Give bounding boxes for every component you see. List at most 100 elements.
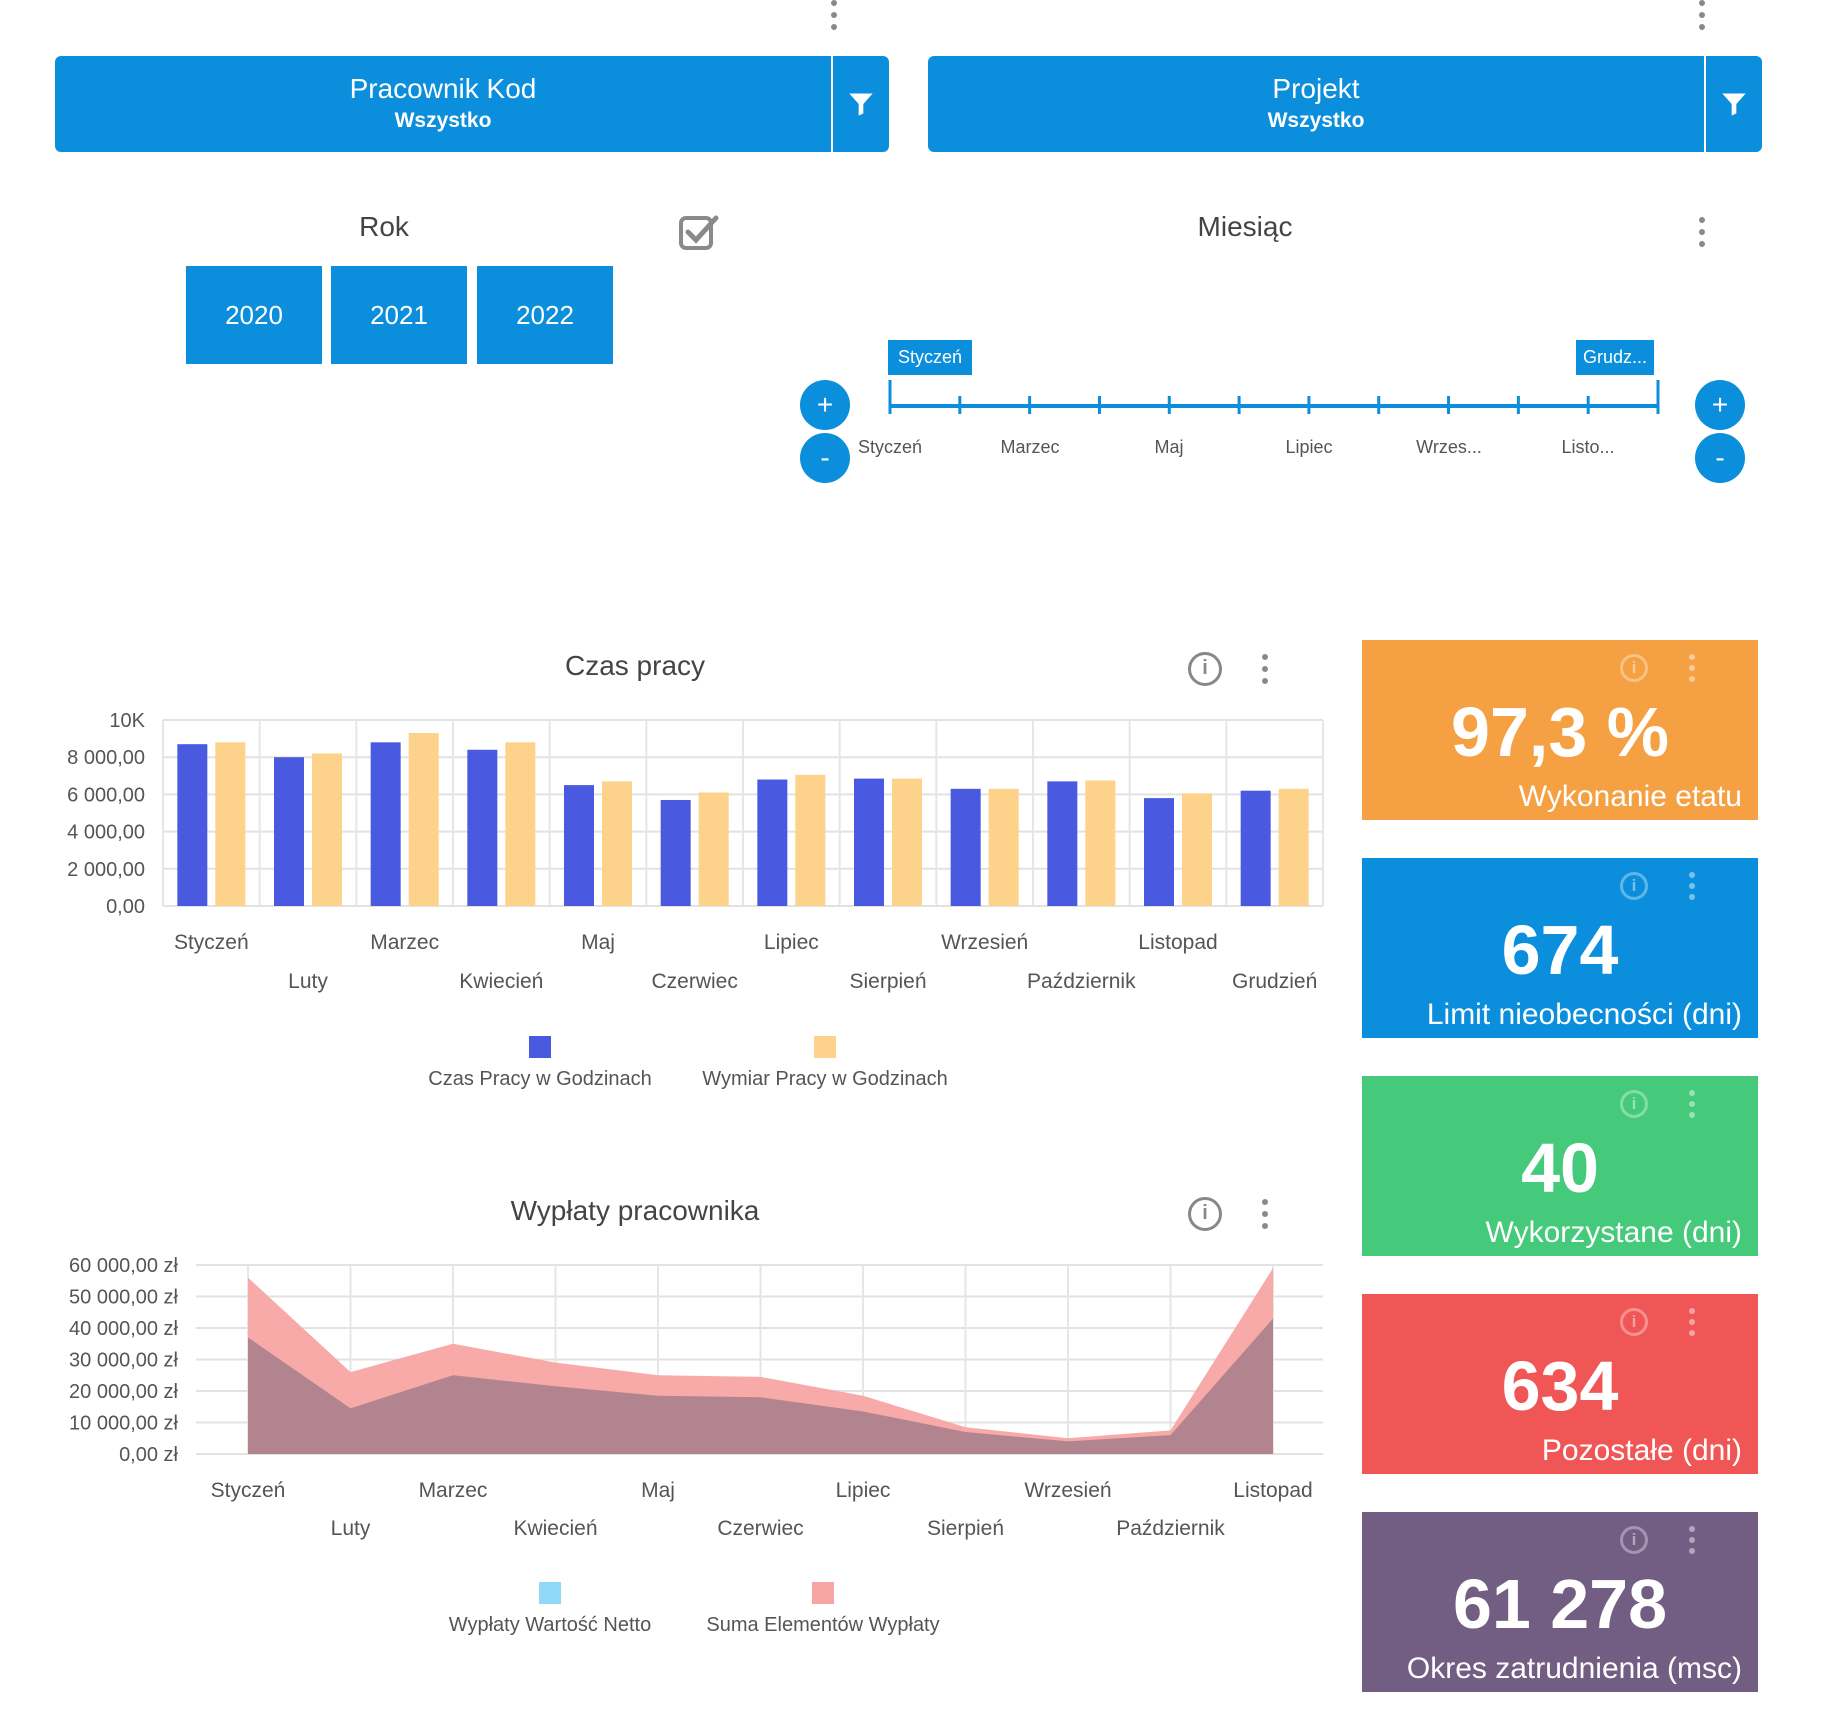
- legend-label: Wymiar Pracy w Godzinach: [702, 1068, 948, 1090]
- bar-work-hours[interactable]: [854, 778, 884, 906]
- kpi-value: 97,3 %: [1451, 693, 1669, 771]
- pay-legend-item-1[interactable]: Wypłaty Wartość Netto: [430, 1582, 670, 1637]
- work-chart-info-icon[interactable]: [1188, 652, 1222, 686]
- timeline-zoom-out-left-button[interactable]: -: [800, 433, 850, 483]
- employee-filter-main[interactable]: Pracownik Kod Wszystko: [55, 56, 833, 152]
- legend-swatch: [812, 1582, 834, 1604]
- bar-work-norm[interactable]: [505, 742, 536, 906]
- x-tick-label: Maj: [581, 931, 615, 954]
- month-section-title: Miesiąc: [1197, 211, 1293, 242]
- timeline-label: Listo...: [1561, 437, 1615, 457]
- timeline-end-handle[interactable]: Grudz...: [1576, 340, 1654, 375]
- kpi-value: 40: [1521, 1129, 1599, 1207]
- legend-label: Czas Pracy w Godzinach: [428, 1068, 652, 1090]
- y-tick-label: 20 000,00 zł: [69, 1381, 179, 1403]
- info-icon[interactable]: [1620, 654, 1648, 682]
- y-tick-label: 10K: [109, 710, 145, 732]
- kpi-value: 61 278: [1452, 1565, 1668, 1643]
- x-tick-label: Październik: [1027, 970, 1136, 993]
- bar-work-hours[interactable]: [564, 785, 594, 906]
- bar-work-hours[interactable]: [467, 749, 498, 906]
- project-filter[interactable]: Projekt Wszystko: [928, 56, 1762, 152]
- bar-work-norm[interactable]: [1278, 788, 1309, 906]
- y-tick-label: 8 000,00: [67, 747, 145, 769]
- work-chart-menu-icon[interactable]: [1253, 654, 1277, 684]
- employee-filter[interactable]: Pracownik Kod Wszystko: [55, 56, 889, 152]
- kpi-label: Okres zatrudnienia (msc): [1406, 1652, 1742, 1685]
- filter-employee-menu-icon[interactable]: [822, 0, 846, 30]
- bar-work-hours[interactable]: [950, 788, 981, 906]
- project-filter-button[interactable]: [1706, 56, 1762, 152]
- x-tick-label: Grudzień: [1232, 970, 1317, 993]
- bar-work-hours[interactable]: [177, 744, 208, 906]
- y-tick-label: 0,00 zł: [119, 1444, 178, 1466]
- bar-work-norm[interactable]: [698, 792, 729, 906]
- timeline-label: Wrzes...: [1416, 437, 1482, 457]
- bar-work-hours[interactable]: [1144, 798, 1174, 906]
- year-button-2020[interactable]: 2020: [186, 266, 322, 364]
- bar-work-norm[interactable]: [988, 788, 1019, 906]
- pay-legend-item-2[interactable]: Suma Elementów Wypłaty: [690, 1582, 956, 1637]
- timeline-label: Marzec: [1000, 437, 1060, 457]
- work-chart-title: Czas pracy: [564, 650, 706, 681]
- work-legend-item-1[interactable]: Czas Pracy w Godzinach: [425, 1036, 655, 1091]
- work-chart: 0,00 2 000,00 4 000,00 6 000,00 8 000,00 10K S…: [67, 710, 1324, 993]
- kpi-label: Wykonanie etatu: [1518, 780, 1742, 813]
- pay-chart-title: Wypłaty pracownika: [510, 1195, 760, 1226]
- kpi-menu-icon[interactable]: [1680, 1308, 1704, 1336]
- bar-work-norm[interactable]: [312, 753, 342, 906]
- kpi-card-used-days: 40 Wykorzystane (dni): [1362, 1076, 1758, 1256]
- x-tick-label: Marzec: [370, 931, 439, 954]
- bar-work-hours[interactable]: [1047, 781, 1078, 906]
- legend-swatch: [539, 1582, 561, 1604]
- y-tick-label: 2 000,00: [67, 859, 145, 881]
- pay-chart-menu-icon[interactable]: [1253, 1199, 1277, 1229]
- bar-work-norm[interactable]: [892, 778, 922, 906]
- employee-filter-button[interactable]: [833, 56, 889, 152]
- info-icon[interactable]: [1620, 1090, 1648, 1118]
- filter-project-menu-icon[interactable]: [1690, 0, 1714, 30]
- bar-work-hours[interactable]: [757, 779, 788, 906]
- info-icon[interactable]: [1620, 1526, 1648, 1554]
- x-tick-label: Kwiecień: [459, 970, 543, 993]
- bar-work-hours[interactable]: [1240, 790, 1271, 906]
- timeline-start-handle[interactable]: Styczeń: [888, 340, 972, 375]
- info-icon[interactable]: [1620, 1308, 1648, 1336]
- timeline-zoom-in-left-button[interactable]: +: [800, 380, 850, 430]
- bar-work-norm[interactable]: [408, 733, 439, 906]
- x-tick-label: Styczeń: [174, 931, 249, 954]
- year-button-2021[interactable]: 2021: [331, 266, 467, 364]
- info-icon[interactable]: [1620, 872, 1648, 900]
- month-menu-icon[interactable]: [1690, 217, 1714, 247]
- legend-label: Wypłaty Wartość Netto: [448, 1614, 652, 1636]
- project-filter-main[interactable]: Projekt Wszystko: [928, 56, 1706, 152]
- bar-work-norm[interactable]: [602, 781, 632, 906]
- pay-chart-info-icon[interactable]: [1188, 1197, 1222, 1231]
- kpi-menu-icon[interactable]: [1680, 872, 1704, 900]
- kpi-label: Wykorzystane (dni): [1485, 1216, 1742, 1249]
- bar-work-norm[interactable]: [795, 774, 826, 906]
- area-net-pay[interactable]: [248, 1318, 1273, 1454]
- x-tick-label: Maj: [641, 1479, 675, 1502]
- month-timeline[interactable]: [880, 370, 1670, 420]
- bar-work-norm[interactable]: [215, 742, 246, 906]
- kpi-card-job-completion: 97,3 % Wykonanie etatu: [1362, 640, 1758, 820]
- kpi-menu-icon[interactable]: [1680, 1526, 1704, 1554]
- legend-label: Suma Elementów Wypłaty: [706, 1614, 940, 1636]
- bar-work-norm[interactable]: [1085, 780, 1116, 906]
- kpi-card-remaining-days: 634 Pozostałe (dni): [1362, 1294, 1758, 1474]
- project-filter-value: Wszystko: [1267, 109, 1365, 132]
- bar-work-hours[interactable]: [274, 757, 304, 906]
- x-tick-label: Styczeń: [211, 1479, 286, 1502]
- kpi-menu-icon[interactable]: [1680, 1090, 1704, 1118]
- bar-work-norm[interactable]: [1182, 793, 1212, 906]
- timeline-zoom-in-right-button[interactable]: +: [1695, 380, 1745, 430]
- bar-work-hours[interactable]: [370, 742, 401, 906]
- x-tick-label: Czerwiec: [651, 970, 737, 993]
- year-button-2022[interactable]: 2022: [477, 266, 613, 364]
- timeline-zoom-out-right-button[interactable]: -: [1695, 433, 1745, 483]
- kpi-menu-icon[interactable]: [1680, 654, 1704, 682]
- checkbox-checked-icon[interactable]: [678, 212, 720, 252]
- work-legend-item-2[interactable]: Wymiar Pracy w Godzinach: [690, 1036, 960, 1091]
- bar-work-hours[interactable]: [660, 799, 691, 906]
